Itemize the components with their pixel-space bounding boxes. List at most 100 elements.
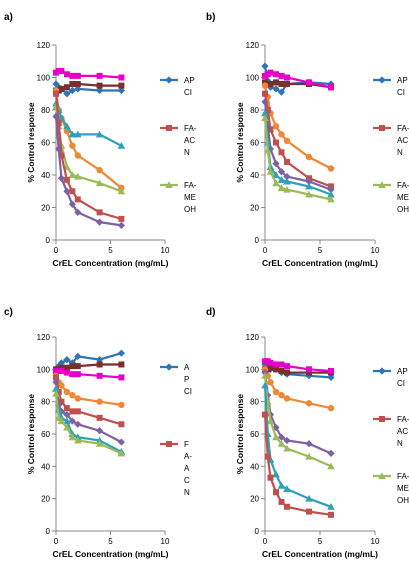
y-tick-label: 20	[250, 204, 259, 213]
data-point	[277, 176, 286, 183]
data-point	[52, 112, 60, 121]
data-point	[118, 215, 125, 222]
data-point	[283, 177, 291, 185]
data-point	[277, 481, 286, 489]
data-point	[63, 71, 70, 78]
data-point	[74, 436, 82, 444]
y-tick-label: 60	[41, 139, 50, 148]
data-point	[262, 90, 268, 97]
data-point	[327, 449, 335, 457]
series-8	[261, 114, 335, 203]
data-point	[117, 449, 126, 457]
data-point	[74, 363, 81, 370]
data-point	[278, 361, 285, 368]
series-6	[261, 98, 335, 194]
y-tick-label: 0	[46, 527, 51, 536]
data-point	[96, 218, 104, 226]
y-tick-label: 20	[250, 495, 259, 504]
data-point	[69, 392, 76, 399]
x-tick-label: 5	[318, 537, 323, 546]
data-point	[264, 107, 271, 113]
data-point	[277, 433, 286, 441]
data-point	[63, 356, 71, 364]
y-tick-label: 120	[37, 333, 51, 342]
data-point	[96, 414, 103, 421]
data-point	[273, 366, 279, 373]
data-point	[283, 137, 291, 145]
data-point	[117, 86, 125, 95]
data-point	[278, 367, 285, 374]
data-point	[305, 190, 313, 198]
series-line	[54, 93, 122, 220]
data-point	[118, 421, 125, 428]
data-point	[272, 433, 280, 441]
y-tick-label: 120	[246, 333, 260, 342]
legend-label: F	[184, 440, 189, 449]
legend-label: FA-	[184, 181, 197, 190]
data-point	[58, 364, 65, 371]
data-point	[306, 366, 312, 373]
y-tick-label: 60	[250, 430, 259, 439]
data-point	[284, 159, 290, 165]
y-tick-label: 100	[37, 365, 51, 374]
legend-entry: AP CI	[373, 367, 408, 388]
legend-label: CI	[397, 88, 405, 97]
legend-entry: FA- ME OH	[160, 181, 197, 214]
y-tick-label: 120	[37, 41, 51, 50]
x-tick-label: 10	[161, 537, 170, 546]
panel-label: c)	[4, 307, 13, 318]
legend-label: OH	[397, 205, 409, 214]
data-point	[95, 179, 104, 187]
legend-label: N	[397, 439, 403, 448]
data-point	[63, 90, 71, 98]
legend-label: OH	[397, 496, 409, 505]
data-point	[305, 182, 313, 190]
data-point	[69, 371, 76, 378]
legend-entry: AP CI	[160, 363, 192, 396]
data-point	[57, 417, 66, 425]
data-point	[267, 69, 274, 76]
legend-marker	[378, 76, 386, 84]
data-point	[74, 85, 82, 93]
data-point	[306, 369, 312, 376]
data-point	[55, 388, 62, 395]
data-point	[74, 395, 82, 402]
x-tick-label: 0	[54, 246, 59, 255]
data-point	[278, 149, 285, 156]
data-point	[74, 81, 81, 87]
data-point	[63, 369, 70, 376]
y-axis-label: % Control response	[235, 394, 245, 475]
y-tick-label: 40	[41, 171, 50, 180]
legend-entry: FA- AC N	[160, 124, 197, 157]
data-point	[273, 71, 279, 78]
data-point	[328, 511, 334, 518]
x-tick-label: 5	[108, 246, 113, 255]
data-point	[74, 208, 82, 216]
series-7	[53, 90, 125, 222]
y-tick-label: 40	[250, 462, 259, 471]
legend-marker	[166, 441, 172, 447]
series-line	[263, 93, 332, 188]
data-point	[95, 439, 104, 447]
data-point	[261, 114, 269, 122]
data-point	[96, 372, 103, 379]
series-6	[261, 372, 335, 470]
y-tick-label: 40	[250, 171, 259, 180]
data-point	[118, 74, 125, 81]
series-line	[263, 372, 332, 455]
data-point	[63, 388, 71, 396]
x-axis-label: CrEL Concentration (mg/mL)	[52, 258, 168, 268]
series-3	[53, 68, 125, 81]
data-point	[63, 423, 71, 431]
panel-label: d)	[206, 307, 215, 318]
legend-label: AC	[184, 136, 195, 145]
data-point	[57, 174, 66, 182]
data-point	[52, 80, 60, 88]
data-point	[327, 502, 335, 510]
data-point	[58, 398, 65, 405]
legend-label: AP	[184, 76, 195, 85]
y-axis-label: % Control response	[26, 102, 36, 183]
data-point	[267, 126, 274, 133]
y-axis-label: % Control response	[26, 394, 36, 475]
data-point	[96, 86, 104, 95]
